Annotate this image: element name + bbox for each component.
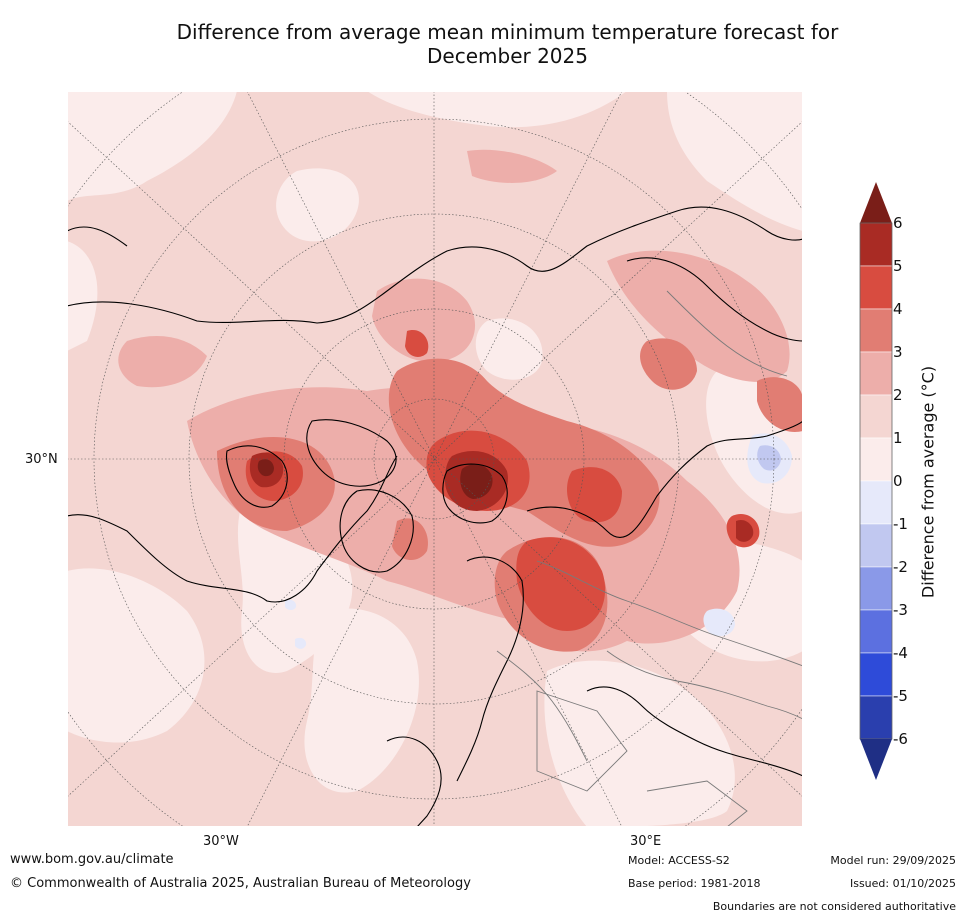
colorbar-block bbox=[859, 308, 893, 353]
footer-model: Model: ACCESS-S2 bbox=[628, 854, 730, 867]
lon-label-30e: 30°E bbox=[630, 834, 662, 849]
lat-label-30n: 30°N bbox=[25, 452, 58, 467]
colorbar-block bbox=[859, 652, 893, 697]
colorbar-tick-label: -2 bbox=[893, 558, 908, 576]
colorbar-title-text: Difference from average (°C) bbox=[918, 365, 938, 599]
map-title-line1: Difference from average mean minimum tem… bbox=[176, 20, 839, 44]
colorbar-tick-label: 3 bbox=[893, 343, 903, 361]
colorbar-tick-label: -6 bbox=[893, 730, 908, 748]
colorbar-tick-label: 2 bbox=[893, 386, 903, 404]
colorbar-tick-label: -4 bbox=[893, 644, 908, 662]
coastlines bbox=[67, 206, 803, 827]
borders bbox=[496, 290, 803, 827]
colorbar-block bbox=[859, 265, 893, 310]
colorbar-block bbox=[859, 437, 893, 482]
lon-label-30w: 30°W bbox=[203, 834, 239, 849]
anomaly-cool-regions bbox=[285, 433, 792, 649]
colorbar-tick-label: 0 bbox=[893, 472, 903, 490]
colorbar-block bbox=[859, 695, 893, 740]
graticule bbox=[67, 91, 803, 827]
colorbar bbox=[859, 182, 893, 780]
colorbar-block bbox=[859, 394, 893, 439]
map-title: Difference from average mean minimum tem… bbox=[60, 20, 955, 68]
colorbar-block bbox=[859, 566, 893, 611]
anomaly-over-6-regions bbox=[257, 459, 493, 499]
footer-copyright: © Commonwealth of Australia 2025, Austra… bbox=[10, 876, 471, 891]
colorbar-block bbox=[859, 351, 893, 396]
footer-website: www.bom.gov.au/climate bbox=[10, 852, 174, 867]
footer-model-run: Model run: 29/09/2025 bbox=[830, 854, 956, 867]
colorbar-tick-label: 1 bbox=[893, 429, 903, 447]
footer-issued: Issued: 01/10/2025 bbox=[849, 877, 956, 890]
colorbar-tick-label: -5 bbox=[893, 687, 908, 705]
colorbar-over-arrow bbox=[860, 182, 892, 223]
colorbar-block bbox=[859, 523, 893, 568]
colorbar-tick-label: 5 bbox=[893, 257, 903, 275]
colorbar-block bbox=[859, 222, 893, 267]
map-title-line2: December 2025 bbox=[427, 44, 588, 68]
colorbar-block bbox=[859, 609, 893, 654]
footer-disclaimer: Boundaries are not considered authoritat… bbox=[712, 900, 956, 913]
colorbar-tick-label: -3 bbox=[893, 601, 908, 619]
colorbar-under-arrow bbox=[860, 739, 892, 780]
colorbar-tick-label: -1 bbox=[893, 515, 908, 533]
colorbar-blocks bbox=[859, 222, 893, 740]
colorbar-tick-label: 6 bbox=[893, 214, 903, 232]
footer-base-period: Base period: 1981-2018 bbox=[628, 877, 761, 890]
colorbar-tick-label: 4 bbox=[893, 300, 903, 318]
forecast-map bbox=[67, 91, 803, 827]
map-canvas bbox=[67, 91, 803, 827]
colorbar-block bbox=[859, 480, 893, 525]
